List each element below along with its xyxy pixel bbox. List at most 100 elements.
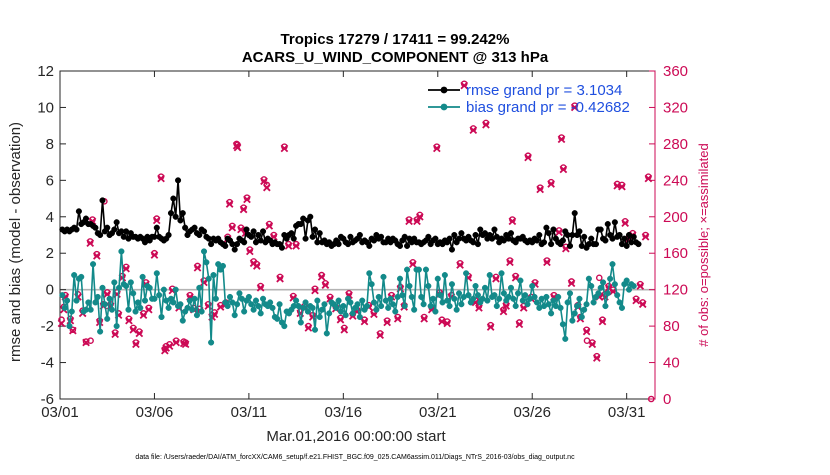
obs-assimilated-marker [304,324,313,332]
bias-series-point [125,306,132,313]
bias-series-point [333,304,340,311]
obs-assimilated-stroke [265,222,274,230]
obs-assimilated-stroke [638,300,647,309]
bias-series-point [481,284,489,291]
bias-series-point [524,301,531,308]
bias-series-point [515,290,522,297]
obs-assimilated-marker [405,217,413,226]
obs-assimilated-marker [456,261,464,269]
obs-assimilated-stroke [262,183,271,192]
bias-series-point [97,328,104,335]
bias-series-point [512,303,519,310]
bias-series-point [625,286,633,293]
bias-series-point [550,297,557,304]
obs-assimilated-marker [265,222,274,230]
obs-assimilated-marker [555,228,563,237]
obs-assimilated-marker [172,338,181,347]
obs-assimilated-stroke [644,174,653,183]
bias-series-point [319,306,326,313]
obs-assimilated-stroke [559,165,568,174]
bias-series-point [597,284,604,291]
bias-series-point [337,308,345,315]
obs-assimilated-stroke [135,329,144,338]
bias-series-point [618,304,625,311]
obs-assimilated-marker [536,185,544,194]
bias-series-point [406,282,413,290]
rmse-series-point [179,210,186,217]
rmse-series-point [611,219,618,226]
obs-assimilated-marker [543,258,551,267]
y-tick-label-right: 200 [663,209,688,226]
bias-series-point [92,299,99,306]
bias-series-point [153,270,160,277]
obs-assimilated-marker [570,103,579,112]
bias-series-point [557,304,564,311]
rmse-series-point [404,242,411,249]
obs-assimilated-marker [245,247,254,256]
bias-series-point [507,284,515,291]
obs-assimilated-stroke [511,273,520,282]
bias-series-point [146,284,153,291]
obs-assimilated-stroke [228,223,237,232]
obs-assimilated-marker [644,174,653,183]
y-tick-label-right: 120 [663,282,688,299]
obs-assimilated-stroke [547,180,555,188]
obs-assimilated-stroke [376,331,385,340]
rmse-series-point [316,230,323,237]
obs-assimilated-marker [200,278,208,287]
obs-assimilated-stroke [536,185,544,194]
obs-assimilated-marker [567,279,576,288]
bias-series-point [356,313,363,321]
obs-assimilated-stroke [567,279,576,288]
legend-entry-bias: bias grand pr = -0.42682 [466,99,630,116]
obs-assimilated-stroke [502,302,510,310]
bias-series-point [522,292,529,299]
rmse-series-point [623,242,630,249]
rmse-series-point [540,239,548,246]
bias-series-point [151,295,158,302]
bias-series-point [427,303,434,310]
y-tick-label-left: 6 [46,172,54,189]
obs-assimilated-marker [499,307,508,316]
bias-series-point [134,299,141,306]
bias-series-point [193,312,200,319]
bias-series-point [212,295,219,302]
rmse-series-point [576,228,583,235]
obs-assimilated-stroke [555,228,563,237]
obs-assimilated-stroke [409,260,417,268]
rmse-series-point [335,241,342,248]
rmse-series-point [559,237,566,244]
bias-series-point [139,273,146,280]
rmse-series-point [111,226,118,233]
y-tick-label-right: 40 [663,355,680,372]
bias-series-point [304,308,311,315]
obs-assimilated-marker [506,258,514,267]
obs-assimilated-marker [225,200,234,208]
bias-series-point [430,295,437,302]
bias-series-point [472,282,479,290]
obs-assimilated-stroke [317,273,326,281]
bias-series-point [59,292,66,299]
rmse-series-point [602,237,609,244]
obs-assimilated-marker [415,212,424,221]
obs-assimilated-marker [420,314,429,323]
bias-series-point [224,303,231,310]
y-tick-label-right: 80 [663,318,680,335]
bias-series-point [375,293,382,301]
obs-assimilated-marker [340,325,349,334]
obs-assimilated-marker [383,318,391,327]
obs-assimilated-stroke [144,305,153,314]
obs-assimilated-stroke [82,338,90,347]
bias-series-point [250,306,257,313]
obs-assimilated-stroke [557,135,566,144]
bias-series-point [274,315,281,322]
bias-series-point [78,273,85,280]
bias-series-point [588,282,595,290]
obs-assimilated-stroke [200,278,208,287]
obs-assimilated-marker [262,183,271,192]
rmse-series-point [82,215,90,222]
obs-possible-marker [69,326,77,334]
obs-assimilated-stroke [276,274,284,283]
bias-series-point [191,295,198,302]
obs-assimilated-marker [92,252,101,260]
